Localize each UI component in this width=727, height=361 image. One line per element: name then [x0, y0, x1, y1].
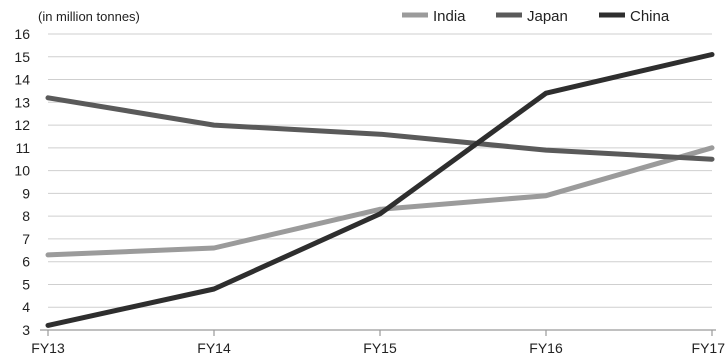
y-tick-label: 5	[22, 276, 30, 292]
x-tick-label: FY15	[363, 340, 397, 356]
y-tick-label: 10	[14, 163, 30, 179]
series-line-japan	[45, 95, 715, 162]
y-tick-label: 4	[22, 299, 30, 315]
series-lines	[45, 52, 715, 328]
y-tick-label: 11	[15, 140, 30, 156]
y-tick-label: 9	[22, 185, 30, 201]
unit-note: (in million tonnes)	[38, 9, 140, 24]
legend-label-india: India	[433, 8, 466, 25]
axes: 3 4 5 6 7 8 9 10 11 12 13 14 15 16 FY13 FY14 FY15 FY16 FY1…	[14, 26, 725, 356]
y-tick-label: 15	[14, 49, 30, 65]
y-tick-label: 3	[22, 322, 30, 338]
x-tick-label: FY14	[197, 340, 231, 356]
x-tick-label: FY16	[529, 340, 563, 356]
y-tick-label: 13	[14, 94, 30, 110]
series-line-india	[45, 145, 715, 258]
legend-label-china: China	[630, 8, 670, 25]
y-tick-label: 12	[14, 117, 30, 133]
y-tick-label: 8	[22, 208, 30, 224]
y-tick-label: 14	[14, 72, 30, 88]
legend-label-japan: Japan	[527, 8, 568, 25]
x-tick-label: FY13	[31, 340, 65, 356]
y-tick-label: 7	[22, 231, 30, 247]
legend: India Japan China	[402, 8, 670, 25]
series-line-china	[45, 52, 715, 328]
y-tick-label: 6	[22, 254, 30, 270]
x-tick-label: FY17	[692, 340, 726, 356]
y-tick-label: 16	[14, 26, 30, 42]
